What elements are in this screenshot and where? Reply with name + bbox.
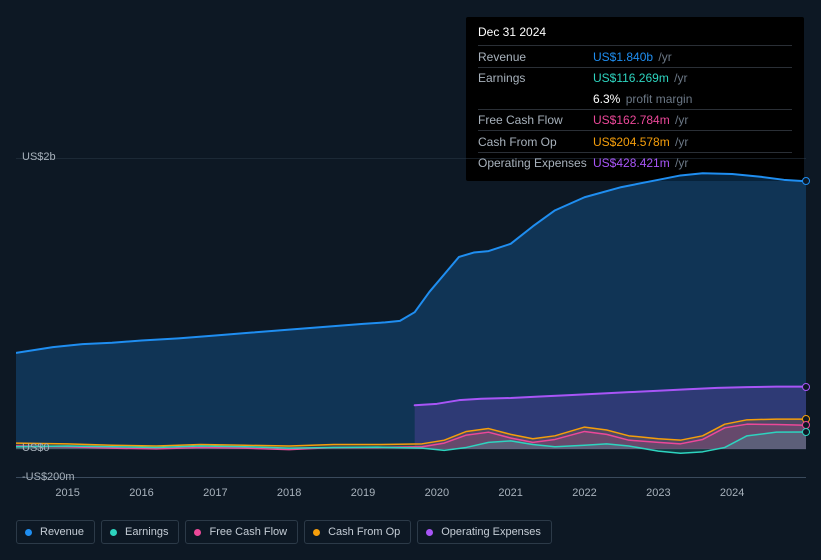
legend-label: Revenue	[40, 526, 84, 538]
series-end-marker	[802, 428, 810, 436]
legend-label: Operating Expenses	[441, 526, 541, 538]
financial-chart-svg	[16, 158, 806, 478]
legend-item[interactable]: Cash From Op	[304, 520, 411, 544]
tooltip-row: EarningsUS$116.269m /yr	[478, 67, 792, 89]
tooltip-row: Free Cash FlowUS$162.784m /yr	[478, 109, 792, 131]
legend-label: Earnings	[125, 526, 168, 538]
x-axis-label: 2020	[425, 487, 449, 499]
x-axis-label: 2021	[498, 487, 522, 499]
legend-label: Free Cash Flow	[209, 526, 287, 538]
tooltip-row: Cash From OpUS$204.578m /yr	[478, 130, 792, 152]
tooltip-title: Dec 31 2024	[478, 25, 792, 45]
series-end-marker	[802, 177, 810, 185]
legend-item[interactable]: Operating Expenses	[417, 520, 552, 544]
tooltip-value: US$162.784m /yr	[593, 113, 688, 127]
legend-dot-icon	[313, 529, 320, 536]
tooltip-label: Earnings	[478, 71, 593, 85]
x-axis-label: 2019	[351, 487, 375, 499]
tooltip-label: Cash From Op	[478, 135, 593, 149]
tooltip-row: RevenueUS$1.840b /yr	[478, 45, 792, 67]
x-axis-label: 2016	[129, 487, 153, 499]
tooltip-label	[478, 92, 593, 106]
legend-item[interactable]: Free Cash Flow	[185, 520, 298, 544]
y-axis-label: US$2b	[22, 151, 56, 163]
x-axis-label: 2018	[277, 487, 301, 499]
legend-item[interactable]: Earnings	[101, 520, 179, 544]
chart-tooltip: Dec 31 2024 RevenueUS$1.840b /yrEarnings…	[466, 17, 804, 181]
x-axis-label: 2015	[55, 487, 79, 499]
tooltip-value: 6.3% profit margin	[593, 92, 692, 106]
legend-dot-icon	[194, 529, 201, 536]
x-axis-label: 2024	[720, 487, 744, 499]
legend-label: Cash From Op	[328, 526, 400, 538]
x-axis-label: 2022	[572, 487, 596, 499]
series-end-marker	[802, 383, 810, 391]
x-axis-label: 2023	[646, 487, 670, 499]
tooltip-label: Free Cash Flow	[478, 113, 593, 127]
tooltip-row: 6.3% profit margin	[478, 88, 792, 109]
chart-area	[16, 158, 806, 483]
y-axis-label: -US$200m	[22, 471, 75, 483]
tooltip-value: US$1.840b /yr	[593, 50, 672, 64]
legend-dot-icon	[25, 529, 32, 536]
legend-dot-icon	[110, 529, 117, 536]
y-axis-label: US$0	[22, 442, 50, 454]
x-axis-label: 2017	[203, 487, 227, 499]
tooltip-value: US$204.578m /yr	[593, 135, 688, 149]
legend-item[interactable]: Revenue	[16, 520, 95, 544]
tooltip-label: Revenue	[478, 50, 593, 64]
legend-dot-icon	[426, 529, 433, 536]
tooltip-value: US$116.269m /yr	[593, 71, 688, 85]
legend: Revenue Earnings Free Cash Flow Cash From O…	[16, 520, 552, 544]
